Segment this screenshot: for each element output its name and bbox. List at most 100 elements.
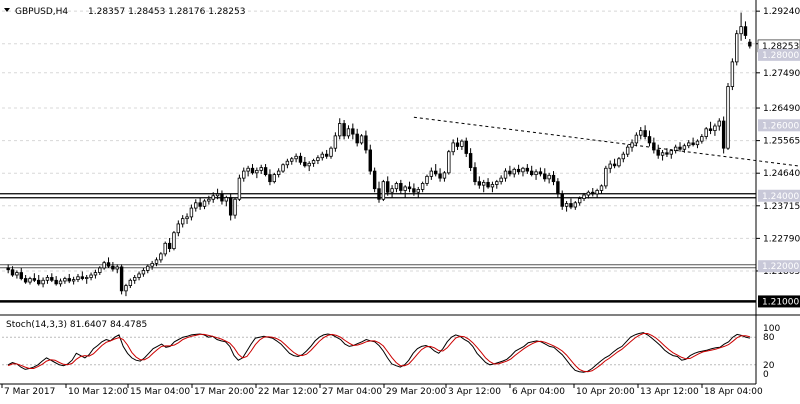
candle-body (656, 149, 660, 156)
candle-body (359, 135, 364, 144)
stoch-tick-label: 100 (763, 324, 780, 334)
candle-body (207, 198, 211, 202)
candle (643, 125, 647, 140)
candle-body (54, 279, 58, 285)
candle-body (93, 272, 98, 276)
candle-body (394, 183, 399, 190)
candle (595, 188, 599, 198)
candle (224, 195, 229, 207)
candle-body (407, 186, 412, 190)
candle-body (6, 267, 10, 271)
time-tick-label: 17 Mar 20:00 (194, 387, 254, 397)
candle-body (639, 130, 643, 136)
candle-body (687, 142, 691, 147)
candle-body (682, 145, 687, 150)
candle-body (329, 147, 333, 157)
candle-body (595, 190, 599, 195)
candle (89, 272, 93, 281)
candle-body (660, 152, 665, 156)
stoch-signal-line (7, 333, 751, 373)
candle (390, 185, 394, 198)
candle (713, 123, 717, 136)
candle (612, 158, 617, 169)
price-tick-label: 1.24640 (763, 169, 800, 179)
candle (652, 137, 656, 154)
candle-body (591, 191, 595, 195)
candle-body (412, 188, 416, 193)
candle-body (255, 169, 259, 174)
candle (364, 130, 368, 154)
candle (372, 167, 377, 193)
candle (717, 118, 721, 131)
candle (730, 58, 735, 91)
candle (159, 252, 163, 263)
candle (481, 179, 486, 193)
candle-body (399, 183, 403, 191)
candle (468, 148, 473, 172)
candle (721, 116, 726, 154)
candle (185, 213, 189, 224)
candle-body (368, 149, 372, 172)
candle (521, 166, 525, 177)
candle (621, 151, 626, 163)
candle-body (259, 167, 263, 171)
candle (329, 146, 333, 159)
candle-body (503, 170, 508, 179)
candle-body (141, 270, 146, 275)
candle-body (84, 277, 89, 279)
candle (259, 164, 263, 174)
collapse-arrow-icon[interactable] (4, 8, 10, 12)
candle (146, 264, 150, 274)
stoch-tick-label: 20 (763, 361, 775, 371)
candle (80, 271, 85, 281)
candle-body (32, 278, 37, 281)
candle-body (71, 279, 76, 282)
price-tick-label: 1.29240 (763, 7, 800, 17)
candle (98, 266, 102, 276)
candle (141, 267, 146, 277)
candle-body (512, 168, 516, 175)
candle (189, 204, 194, 221)
candle-body (159, 253, 163, 261)
candle-body (743, 26, 748, 36)
stoch-tick-label: 0 (763, 370, 769, 380)
candle-body (438, 173, 442, 179)
candle (333, 132, 338, 152)
candle (276, 168, 281, 178)
candle (324, 149, 329, 159)
candle-body (534, 171, 538, 176)
candle (119, 264, 124, 295)
candle-body (556, 181, 560, 195)
candle-body (102, 262, 106, 269)
candle (420, 181, 425, 193)
candle-body (643, 130, 647, 137)
candle-body (386, 181, 390, 193)
candle (84, 275, 89, 284)
candle (534, 169, 538, 180)
candle-body (137, 273, 141, 278)
candle-body (704, 128, 708, 137)
candle (407, 181, 412, 193)
candle (163, 241, 167, 257)
candle-body (730, 61, 735, 87)
candle-body (23, 278, 28, 283)
candle (37, 275, 41, 286)
time-tick-label: 6 Apr 04:00 (512, 387, 565, 397)
candle-body (678, 146, 682, 150)
candle (569, 198, 573, 210)
candle (735, 30, 739, 66)
candle-body (377, 188, 381, 200)
price-label: 1.28253 (762, 42, 799, 52)
candle-body (128, 279, 133, 286)
stoch-label: Stoch(14,3,3) 81.6407 84.4785 (6, 320, 147, 330)
candle (41, 277, 45, 288)
candle (394, 181, 399, 193)
candle (748, 38, 752, 49)
candle-body (115, 266, 119, 270)
candle-body (346, 128, 351, 137)
candle (93, 269, 98, 279)
candle-body (717, 120, 721, 127)
candle-body (167, 242, 172, 249)
